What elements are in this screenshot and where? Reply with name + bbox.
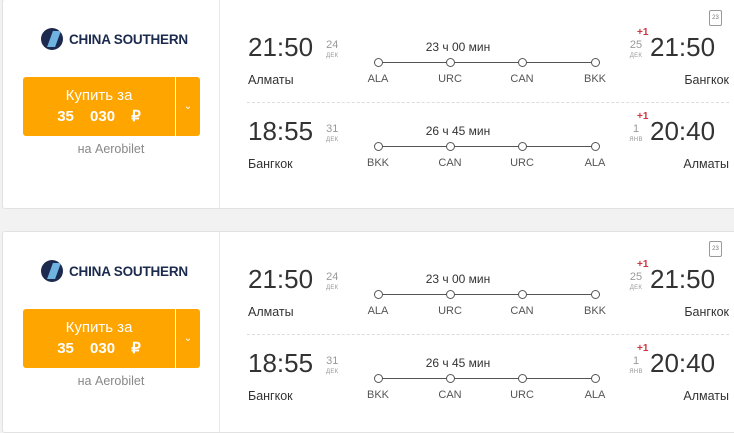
chevron-down-icon: ⌄ <box>183 333 193 344</box>
departure-city: Алматы <box>248 305 294 319</box>
stop-code: BKK <box>583 73 606 85</box>
baggage-icon: 23 <box>709 241 722 257</box>
stop-code: ALA <box>367 305 389 317</box>
stop-dot <box>518 58 527 67</box>
airline-logo: CHINA SOUTHERN <box>41 260 188 282</box>
stop-dot <box>374 374 383 383</box>
departure-date: 24 ДЕК <box>326 271 339 292</box>
baggage-icon: 23 <box>709 10 722 26</box>
stop-dot <box>591 374 600 383</box>
stop-code: URC <box>438 73 462 85</box>
stop-code: BKK <box>366 389 389 401</box>
arrival-city: Алматы <box>683 157 729 171</box>
arrival-time: 20:40 <box>650 348 716 378</box>
price: 35 030 ₽ <box>57 340 141 357</box>
departure-time: 18:55 <box>248 348 314 378</box>
stop-code: URC <box>438 305 462 317</box>
departure-city: Бангкок <box>248 389 293 403</box>
stop-dot <box>374 58 383 67</box>
arrival-city: Алматы <box>683 389 729 403</box>
arrival-date: 25 ДЕК <box>629 39 643 60</box>
stop-dot <box>446 374 455 383</box>
stop-code: BKK <box>366 157 389 169</box>
stop-dot <box>591 58 600 67</box>
stop-dot <box>518 374 527 383</box>
next-day-badge: +1 <box>637 259 649 270</box>
offer-left-panel: CHINA SOUTHERN Купить за 35 030 ₽ ⌄ на Ae… <box>3 0 220 208</box>
more-offers-dropdown[interactable]: ⌄ <box>176 309 200 368</box>
buy-button[interactable]: Купить за 35 030 ₽ <box>23 309 175 368</box>
arrival-time: 20:40 <box>650 116 716 146</box>
stop-code: ALA <box>367 73 389 85</box>
route-line <box>374 374 600 383</box>
stop-code: CAN <box>510 73 534 85</box>
departure-date: 31 ДЕК <box>326 123 339 144</box>
leg-divider <box>247 334 729 335</box>
more-offers-dropdown[interactable]: ⌄ <box>176 77 200 136</box>
stop-code: CAN <box>510 305 534 317</box>
departure-city: Алматы <box>248 73 294 87</box>
stop-dot <box>374 290 383 299</box>
stop-dot <box>591 142 600 151</box>
route-line <box>374 142 600 151</box>
flight-offer-card[interactable]: CHINA SOUTHERN Купить за 35 030 ₽ ⌄ на Ae… <box>2 231 734 433</box>
flight-offer-card[interactable]: CHINA SOUTHERN Купить за 35 030 ₽ ⌄ на Ae… <box>2 0 734 209</box>
next-day-badge: +1 <box>637 27 649 38</box>
seller-label: на Aerobilet <box>77 142 145 156</box>
arrival-date: 1 ЯНВ <box>629 123 643 144</box>
departure-date: 31 ДЕК <box>326 355 339 376</box>
route-line <box>374 58 600 67</box>
arrival-time: 21:50 <box>650 264 716 294</box>
arrival-date: 25 ДЕК <box>629 271 643 292</box>
arrival-date: 1 ЯНВ <box>629 355 643 376</box>
stop-code: CAN <box>438 389 462 401</box>
airline-logo-icon <box>41 28 63 50</box>
flight-duration: 23 ч 00 мин <box>425 272 491 286</box>
stop-dot <box>591 290 600 299</box>
arrival-city: Бангкок <box>684 305 729 319</box>
stop-dot <box>518 142 527 151</box>
stop-dot <box>374 142 383 151</box>
stop-code: CAN <box>438 157 462 169</box>
next-day-badge: +1 <box>637 343 649 354</box>
departure-date: 24 ДЕК <box>326 39 339 60</box>
arrival-city: Бангкок <box>684 73 729 87</box>
stop-code: BKK <box>583 305 606 317</box>
departure-time: 18:55 <box>248 116 314 146</box>
leg-divider <box>247 102 729 103</box>
stop-dot <box>518 290 527 299</box>
departure-time: 21:50 <box>248 32 314 62</box>
airline-logo-icon <box>41 260 63 282</box>
price: 35 030 ₽ <box>57 108 141 125</box>
buy-button[interactable]: Купить за 35 030 ₽ <box>23 77 175 136</box>
chevron-down-icon: ⌄ <box>183 101 193 112</box>
stop-code: URC <box>510 157 534 169</box>
stop-dot <box>446 290 455 299</box>
stop-dot <box>446 58 455 67</box>
seller-label: на Aerobilet <box>77 374 145 388</box>
arrival-time: 21:50 <box>650 32 716 62</box>
route-line <box>374 290 600 299</box>
flight-duration: 26 ч 45 мин <box>425 124 491 138</box>
next-day-badge: +1 <box>637 111 649 122</box>
flight-duration: 26 ч 45 мин <box>425 356 491 370</box>
offer-left-panel: CHINA SOUTHERN Купить за 35 030 ₽ ⌄ на Ae… <box>3 232 220 432</box>
departure-time: 21:50 <box>248 264 314 294</box>
stop-code: ALA <box>584 389 606 401</box>
stop-code: URC <box>510 389 534 401</box>
departure-city: Бангкок <box>248 157 293 171</box>
stop-code: ALA <box>584 157 606 169</box>
airline-logo: CHINA SOUTHERN <box>41 28 188 50</box>
stop-dot <box>446 142 455 151</box>
flight-duration: 23 ч 00 мин <box>425 40 491 54</box>
